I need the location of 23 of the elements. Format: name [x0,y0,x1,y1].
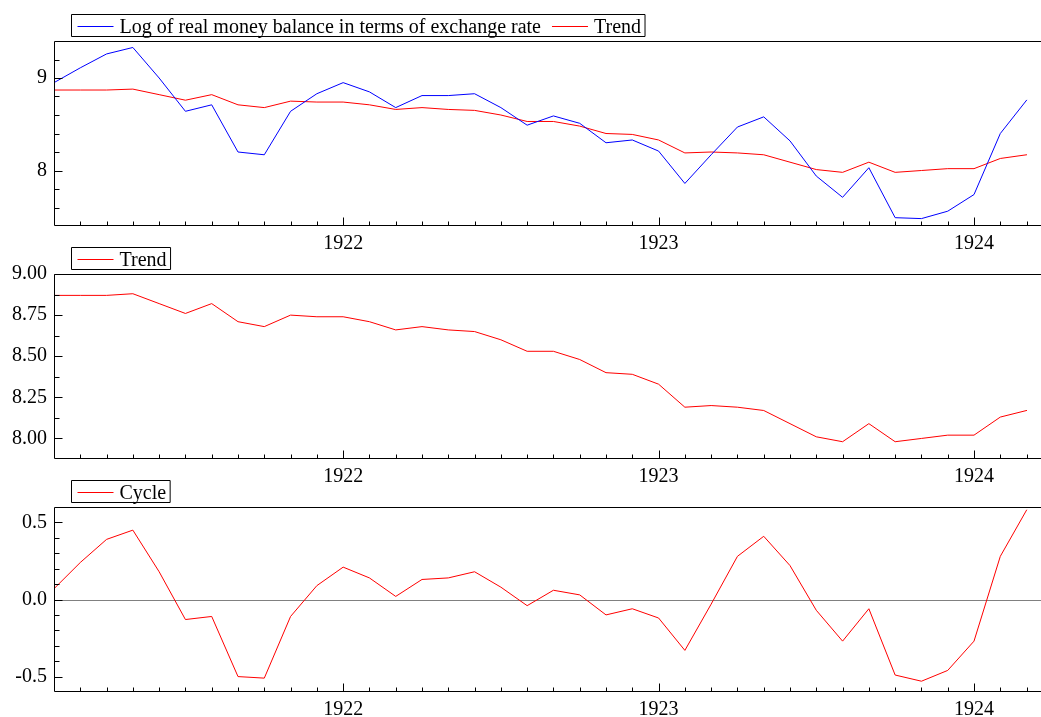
legend-label: Trend [119,247,167,270]
x-tick-label: 1923 [638,231,679,254]
y-tick-label: 9 [37,65,47,88]
x-tick-label: 1924 [954,697,995,717]
y-tick-label: 8.50 [12,343,47,366]
y-tick-label: 8 [37,157,47,180]
x-tick-label: 1922 [323,231,364,254]
y-tick-label: -0.5 [15,663,47,686]
x-tick-label: 1922 [323,464,364,487]
y-tick-label: 9.00 [12,261,47,284]
legend-label: Cycle [119,480,167,504]
y-tick-label: 0.5 [22,509,47,532]
y-tick-label: 0.0 [22,586,47,609]
y-tick-label: 8.00 [12,425,47,448]
y-tick-label: 8.25 [12,384,47,407]
x-tick-label: 1922 [323,697,364,717]
legend-label: Log of real money balance in terms of exchange rate [119,14,542,38]
legend-label: Trend [593,14,642,37]
x-tick-label: 1923 [638,697,679,717]
x-tick-label: 1924 [954,231,995,254]
x-tick-label: 1923 [638,464,679,487]
x-tick-label: 1924 [954,464,995,487]
y-tick-label: 8.75 [12,302,47,325]
